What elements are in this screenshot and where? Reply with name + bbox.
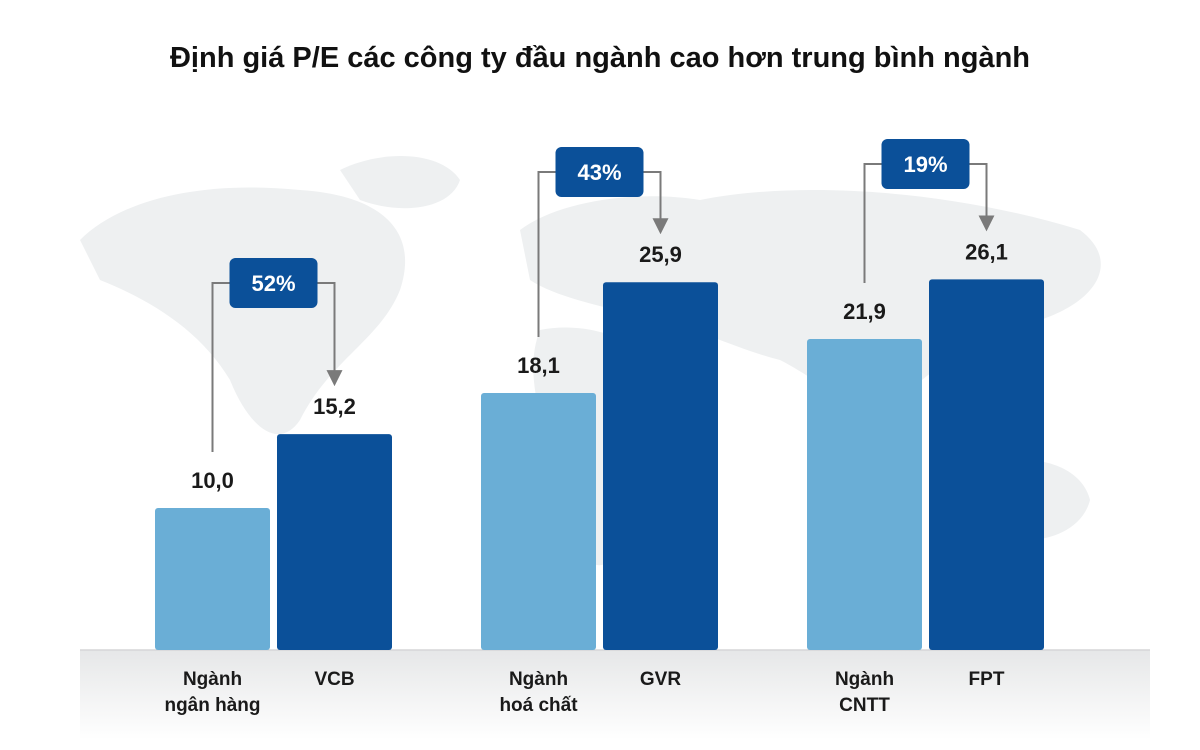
connector-arrow <box>969 163 995 232</box>
x-tick-label: ngân hàng <box>164 695 260 716</box>
bar-industry <box>807 339 922 650</box>
x-tick-label: Ngành <box>509 669 568 690</box>
connector-line <box>863 163 882 284</box>
data-label: 25,9 <box>639 242 682 267</box>
bar-company <box>929 279 1044 650</box>
data-label: 26,1 <box>965 239 1008 264</box>
bar-industry <box>481 392 596 650</box>
baseline-floor <box>80 650 1150 740</box>
x-tick-label: hoá chất <box>499 695 578 716</box>
data-label: 18,1 <box>517 353 560 378</box>
premium-badge <box>881 139 970 189</box>
x-tick-label: Ngành <box>183 669 242 690</box>
x-tick-label: CNTT <box>839 695 890 716</box>
data-label: 10,0 <box>191 468 234 493</box>
connector-line <box>211 282 230 452</box>
premium-badge <box>229 258 318 308</box>
x-tick-label: Ngành <box>835 669 894 690</box>
x-tick-label: VCB <box>314 669 354 690</box>
data-label: 21,9 <box>843 299 886 324</box>
premium-badge <box>555 147 644 197</box>
connector-arrow <box>317 282 343 387</box>
bar-company <box>277 434 392 650</box>
x-tick-label: GVR <box>640 669 681 690</box>
premium-badge-label: 19% <box>903 152 947 177</box>
chart-title: Định giá P/E các công ty đầu ngành cao h… <box>169 42 1031 74</box>
data-label: 15,2 <box>313 394 356 419</box>
connector-line <box>537 171 556 337</box>
premium-badge-label: 52% <box>251 271 295 296</box>
connector-arrow <box>643 171 669 235</box>
bar-industry <box>155 508 270 650</box>
x-tick-label: FPT <box>969 669 1005 690</box>
bar-company <box>603 282 718 650</box>
premium-badge-label: 43% <box>577 160 621 185</box>
